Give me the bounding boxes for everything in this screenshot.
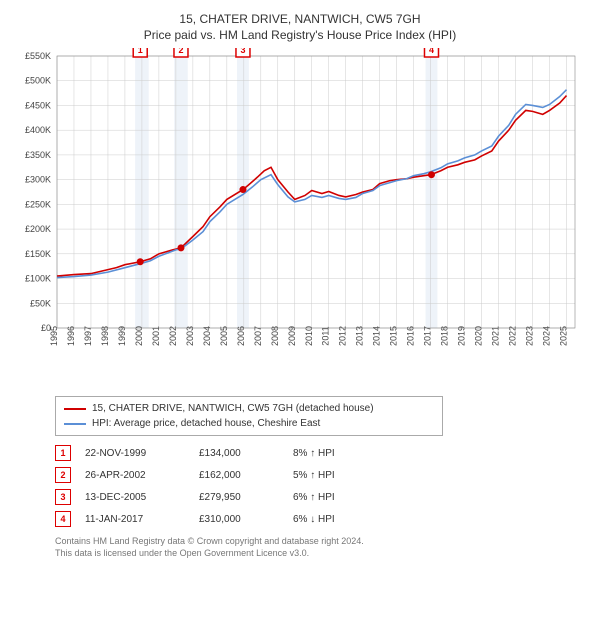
event-marker: 3: [55, 489, 71, 505]
page-subtitle: Price paid vs. HM Land Registry's House …: [15, 28, 585, 42]
svg-text:£300K: £300K: [25, 175, 51, 185]
svg-text:2012: 2012: [338, 326, 348, 346]
svg-text:£200K: £200K: [25, 224, 51, 234]
page-title: 15, CHATER DRIVE, NANTWICH, CW5 7GH: [15, 12, 585, 26]
svg-text:2024: 2024: [542, 326, 552, 346]
svg-text:3: 3: [240, 48, 245, 55]
svg-text:2023: 2023: [525, 326, 535, 346]
event-date: 22-NOV-1999: [85, 448, 185, 459]
svg-text:2006: 2006: [236, 326, 246, 346]
event-date: 13-DEC-2005: [85, 492, 185, 503]
legend-label: 15, CHATER DRIVE, NANTWICH, CW5 7GH (det…: [92, 401, 374, 416]
svg-text:2022: 2022: [508, 326, 518, 346]
svg-text:1995: 1995: [49, 326, 59, 346]
svg-text:2014: 2014: [372, 326, 382, 346]
svg-text:1999: 1999: [117, 326, 127, 346]
svg-text:2004: 2004: [202, 326, 212, 346]
svg-text:£550K: £550K: [25, 51, 51, 61]
event-pct: 5% ↑ HPI: [293, 470, 393, 481]
event-table: 1 22-NOV-1999 £134,000 8% ↑ HPI 2 26-APR-2002…: [55, 442, 585, 530]
svg-text:2016: 2016: [406, 326, 416, 346]
svg-text:2000: 2000: [134, 326, 144, 346]
legend-item: 15, CHATER DRIVE, NANTWICH, CW5 7GH (det…: [64, 401, 434, 416]
svg-text:2020: 2020: [474, 326, 484, 346]
event-marker: 1: [55, 445, 71, 461]
event-marker: 4: [55, 511, 71, 527]
svg-text:2001: 2001: [151, 326, 161, 346]
svg-text:1: 1: [138, 48, 143, 55]
event-date: 11-JAN-2017: [85, 514, 185, 525]
legend-item: HPI: Average price, detached house, Ches…: [64, 416, 434, 431]
svg-text:2019: 2019: [457, 326, 467, 346]
legend-swatch: [64, 423, 86, 425]
svg-text:£150K: £150K: [25, 249, 51, 259]
footer-line1: Contains HM Land Registry data © Crown c…: [55, 536, 585, 548]
legend-swatch: [64, 408, 86, 410]
svg-text:2013: 2013: [355, 326, 365, 346]
svg-text:2017: 2017: [423, 326, 433, 346]
event-pct: 8% ↑ HPI: [293, 448, 393, 459]
svg-text:1998: 1998: [100, 326, 110, 346]
event-pct: 6% ↓ HPI: [293, 514, 393, 525]
event-marker: 2: [55, 467, 71, 483]
svg-text:2009: 2009: [287, 326, 297, 346]
svg-text:2: 2: [178, 48, 183, 55]
footer-licence: Contains HM Land Registry data © Crown c…: [55, 536, 585, 559]
event-date: 26-APR-2002: [85, 470, 185, 481]
event-price: £310,000: [199, 514, 279, 525]
svg-text:1997: 1997: [83, 326, 93, 346]
svg-text:2007: 2007: [253, 326, 263, 346]
svg-text:2021: 2021: [491, 326, 501, 346]
svg-text:2011: 2011: [321, 326, 331, 345]
svg-text:2010: 2010: [304, 326, 314, 346]
event-price: £134,000: [199, 448, 279, 459]
svg-text:2002: 2002: [168, 326, 178, 346]
svg-text:2025: 2025: [559, 326, 569, 346]
svg-text:£400K: £400K: [25, 125, 51, 135]
svg-text:4: 4: [429, 48, 434, 55]
event-pct: 6% ↑ HPI: [293, 492, 393, 503]
event-row: 1 22-NOV-1999 £134,000 8% ↑ HPI: [55, 442, 585, 464]
event-row: 2 26-APR-2002 £162,000 5% ↑ HPI: [55, 464, 585, 486]
svg-text:2005: 2005: [219, 326, 229, 346]
legend-label: HPI: Average price, detached house, Ches…: [92, 416, 320, 431]
svg-text:£450K: £450K: [25, 100, 51, 110]
svg-text:£250K: £250K: [25, 199, 51, 209]
event-row: 3 13-DEC-2005 £279,950 6% ↑ HPI: [55, 486, 585, 508]
svg-text:£100K: £100K: [25, 274, 51, 284]
svg-text:£350K: £350K: [25, 150, 51, 160]
svg-text:2008: 2008: [270, 326, 280, 346]
price-chart: £0£50K£100K£150K£200K£250K£300K£350K£400…: [15, 48, 585, 388]
footer-line2: This data is licensed under the Open Gov…: [55, 548, 585, 560]
event-row: 4 11-JAN-2017 £310,000 6% ↓ HPI: [55, 508, 585, 530]
legend: 15, CHATER DRIVE, NANTWICH, CW5 7GH (det…: [55, 396, 443, 436]
event-price: £279,950: [199, 492, 279, 503]
svg-text:£50K: £50K: [30, 298, 51, 308]
svg-text:2015: 2015: [389, 326, 399, 346]
svg-text:2018: 2018: [440, 326, 450, 346]
event-price: £162,000: [199, 470, 279, 481]
svg-text:£500K: £500K: [25, 76, 51, 86]
svg-text:2003: 2003: [185, 326, 195, 346]
svg-text:1996: 1996: [66, 326, 76, 346]
